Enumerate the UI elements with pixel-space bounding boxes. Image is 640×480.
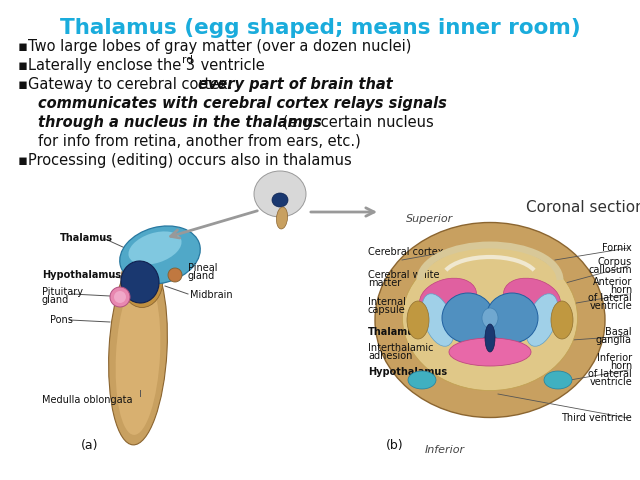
- Text: of lateral: of lateral: [588, 293, 632, 303]
- Text: Thalamus: Thalamus: [368, 327, 421, 337]
- Text: gland: gland: [42, 295, 69, 305]
- Text: horn: horn: [610, 285, 632, 295]
- Text: ▪: ▪: [18, 153, 28, 168]
- Text: horn: horn: [610, 361, 632, 371]
- Text: Thalamus (egg shaped; means inner room): Thalamus (egg shaped; means inner room): [60, 18, 580, 38]
- Text: (b): (b): [386, 439, 404, 452]
- Text: matter: matter: [368, 278, 401, 288]
- Text: Thalamus: Thalamus: [60, 233, 113, 243]
- Text: Hypothalamus: Hypothalamus: [368, 367, 447, 377]
- Text: Processing (editing) occurs also in thalamus: Processing (editing) occurs also in thal…: [28, 153, 352, 168]
- Text: Two large lobes of gray matter (over a dozen nuclei): Two large lobes of gray matter (over a d…: [28, 39, 412, 54]
- Ellipse shape: [442, 293, 494, 343]
- Text: Corpus: Corpus: [598, 257, 632, 267]
- Ellipse shape: [109, 255, 168, 445]
- Ellipse shape: [526, 294, 558, 346]
- Text: communicates with cerebral cortex relays signals: communicates with cerebral cortex relays…: [38, 96, 447, 111]
- Text: Hypothalamus: Hypothalamus: [42, 270, 121, 280]
- Text: adhesion: adhesion: [368, 351, 412, 361]
- Text: callosum: callosum: [588, 265, 632, 275]
- Text: ventricle: ventricle: [196, 58, 265, 73]
- Text: Third ventricle: Third ventricle: [561, 413, 632, 423]
- Text: ▪: ▪: [18, 77, 28, 92]
- Circle shape: [110, 287, 130, 307]
- Circle shape: [114, 291, 126, 303]
- Text: Medulla oblongata: Medulla oblongata: [42, 395, 132, 405]
- Text: Interthalamic: Interthalamic: [368, 343, 433, 353]
- Text: Pons: Pons: [50, 315, 73, 325]
- Ellipse shape: [422, 294, 454, 346]
- Ellipse shape: [375, 223, 605, 418]
- Text: Pituitary: Pituitary: [42, 287, 83, 297]
- Text: Coronal section: Coronal section: [525, 201, 640, 216]
- Ellipse shape: [272, 193, 288, 207]
- Ellipse shape: [482, 308, 498, 328]
- Text: for info from retina, another from ears, etc.): for info from retina, another from ears,…: [38, 134, 361, 149]
- Text: Basal: Basal: [605, 327, 632, 337]
- Text: Fornix: Fornix: [602, 243, 632, 253]
- Ellipse shape: [486, 293, 538, 343]
- Text: Internal: Internal: [368, 297, 406, 307]
- Ellipse shape: [408, 371, 436, 389]
- Text: Anterior: Anterior: [593, 277, 632, 287]
- Text: (a): (a): [81, 439, 99, 452]
- Ellipse shape: [129, 231, 182, 264]
- Text: ganglia: ganglia: [596, 335, 632, 345]
- Ellipse shape: [485, 324, 495, 352]
- Text: Gateway to cerebral cortex:: Gateway to cerebral cortex:: [28, 77, 237, 92]
- Text: Superior: Superior: [406, 214, 454, 224]
- Text: ▪: ▪: [18, 58, 28, 73]
- Ellipse shape: [544, 371, 572, 389]
- Ellipse shape: [551, 301, 573, 339]
- Text: capsule: capsule: [368, 305, 406, 315]
- Ellipse shape: [504, 278, 561, 318]
- Text: every part of brain that: every part of brain that: [198, 77, 393, 92]
- Text: Cerebral white: Cerebral white: [368, 270, 440, 280]
- Text: Cerebral cortex: Cerebral cortex: [368, 247, 444, 257]
- Text: ventricle: ventricle: [589, 377, 632, 387]
- Circle shape: [168, 268, 182, 282]
- Text: Midbrain: Midbrain: [190, 290, 232, 300]
- Text: Pineal: Pineal: [188, 263, 218, 273]
- Text: of lateral: of lateral: [588, 369, 632, 379]
- Ellipse shape: [420, 278, 476, 318]
- Ellipse shape: [449, 338, 531, 366]
- Text: Laterally enclose the 3: Laterally enclose the 3: [28, 58, 195, 73]
- Text: Inferior: Inferior: [597, 353, 632, 363]
- Text: ▪: ▪: [18, 39, 28, 54]
- Ellipse shape: [116, 275, 161, 435]
- Ellipse shape: [120, 226, 200, 284]
- Ellipse shape: [403, 245, 577, 391]
- Ellipse shape: [276, 207, 287, 229]
- Text: ventricle: ventricle: [589, 301, 632, 311]
- Ellipse shape: [254, 171, 306, 217]
- Text: Inferior: Inferior: [425, 445, 465, 455]
- Ellipse shape: [407, 301, 429, 339]
- Text: rd: rd: [182, 55, 193, 65]
- Ellipse shape: [121, 261, 159, 303]
- Text: through a nucleus in the thalamus: through a nucleus in the thalamus: [38, 115, 322, 130]
- Text: gland: gland: [188, 271, 215, 281]
- Ellipse shape: [121, 252, 163, 308]
- Text: (e.g. certain nucleus: (e.g. certain nucleus: [278, 115, 434, 130]
